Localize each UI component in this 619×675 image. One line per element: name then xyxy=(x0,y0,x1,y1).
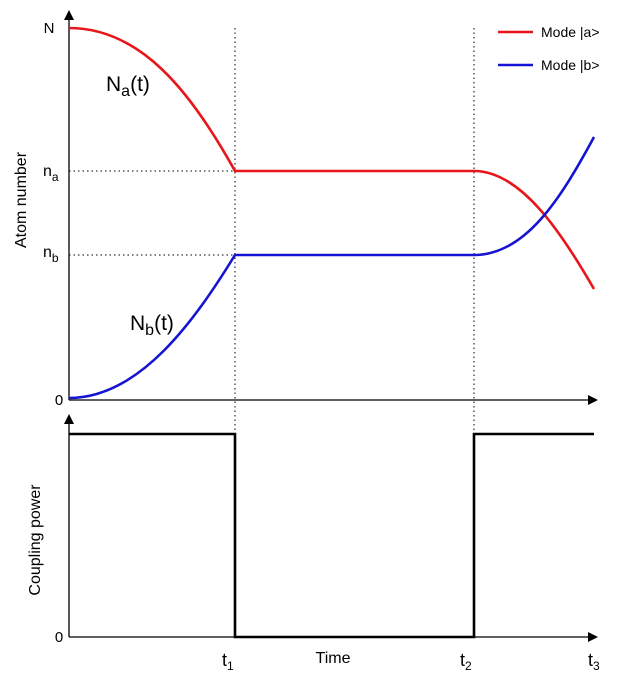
mode-a-curve xyxy=(68,26,596,290)
tick-nb: nb xyxy=(43,244,59,265)
tick-N: N xyxy=(44,20,55,37)
tick-t3: t3 xyxy=(588,650,600,673)
mode-b-curve xyxy=(68,136,596,400)
legend-label-mode-a: Mode |a> xyxy=(541,24,600,40)
tick-t1: t1 xyxy=(222,650,234,673)
tick-na: na xyxy=(43,163,59,184)
legend: Mode |a> Mode |b> xyxy=(498,24,600,73)
legend-label-mode-b: Mode |b> xyxy=(541,57,600,73)
xlabel-time: Time xyxy=(316,650,351,667)
top-ylabel: Atom number xyxy=(13,151,30,248)
tick-zero-bottom: 0 xyxy=(55,629,63,646)
coupling-power-trace xyxy=(69,432,594,639)
tick-zero-top: 0 xyxy=(55,392,63,409)
bottom-ylabel: Coupling power xyxy=(27,484,44,596)
curve-a-label: Na(t) xyxy=(106,73,150,100)
curve-b-label: Nb(t) xyxy=(130,312,174,339)
tick-t2: t2 xyxy=(460,650,472,673)
